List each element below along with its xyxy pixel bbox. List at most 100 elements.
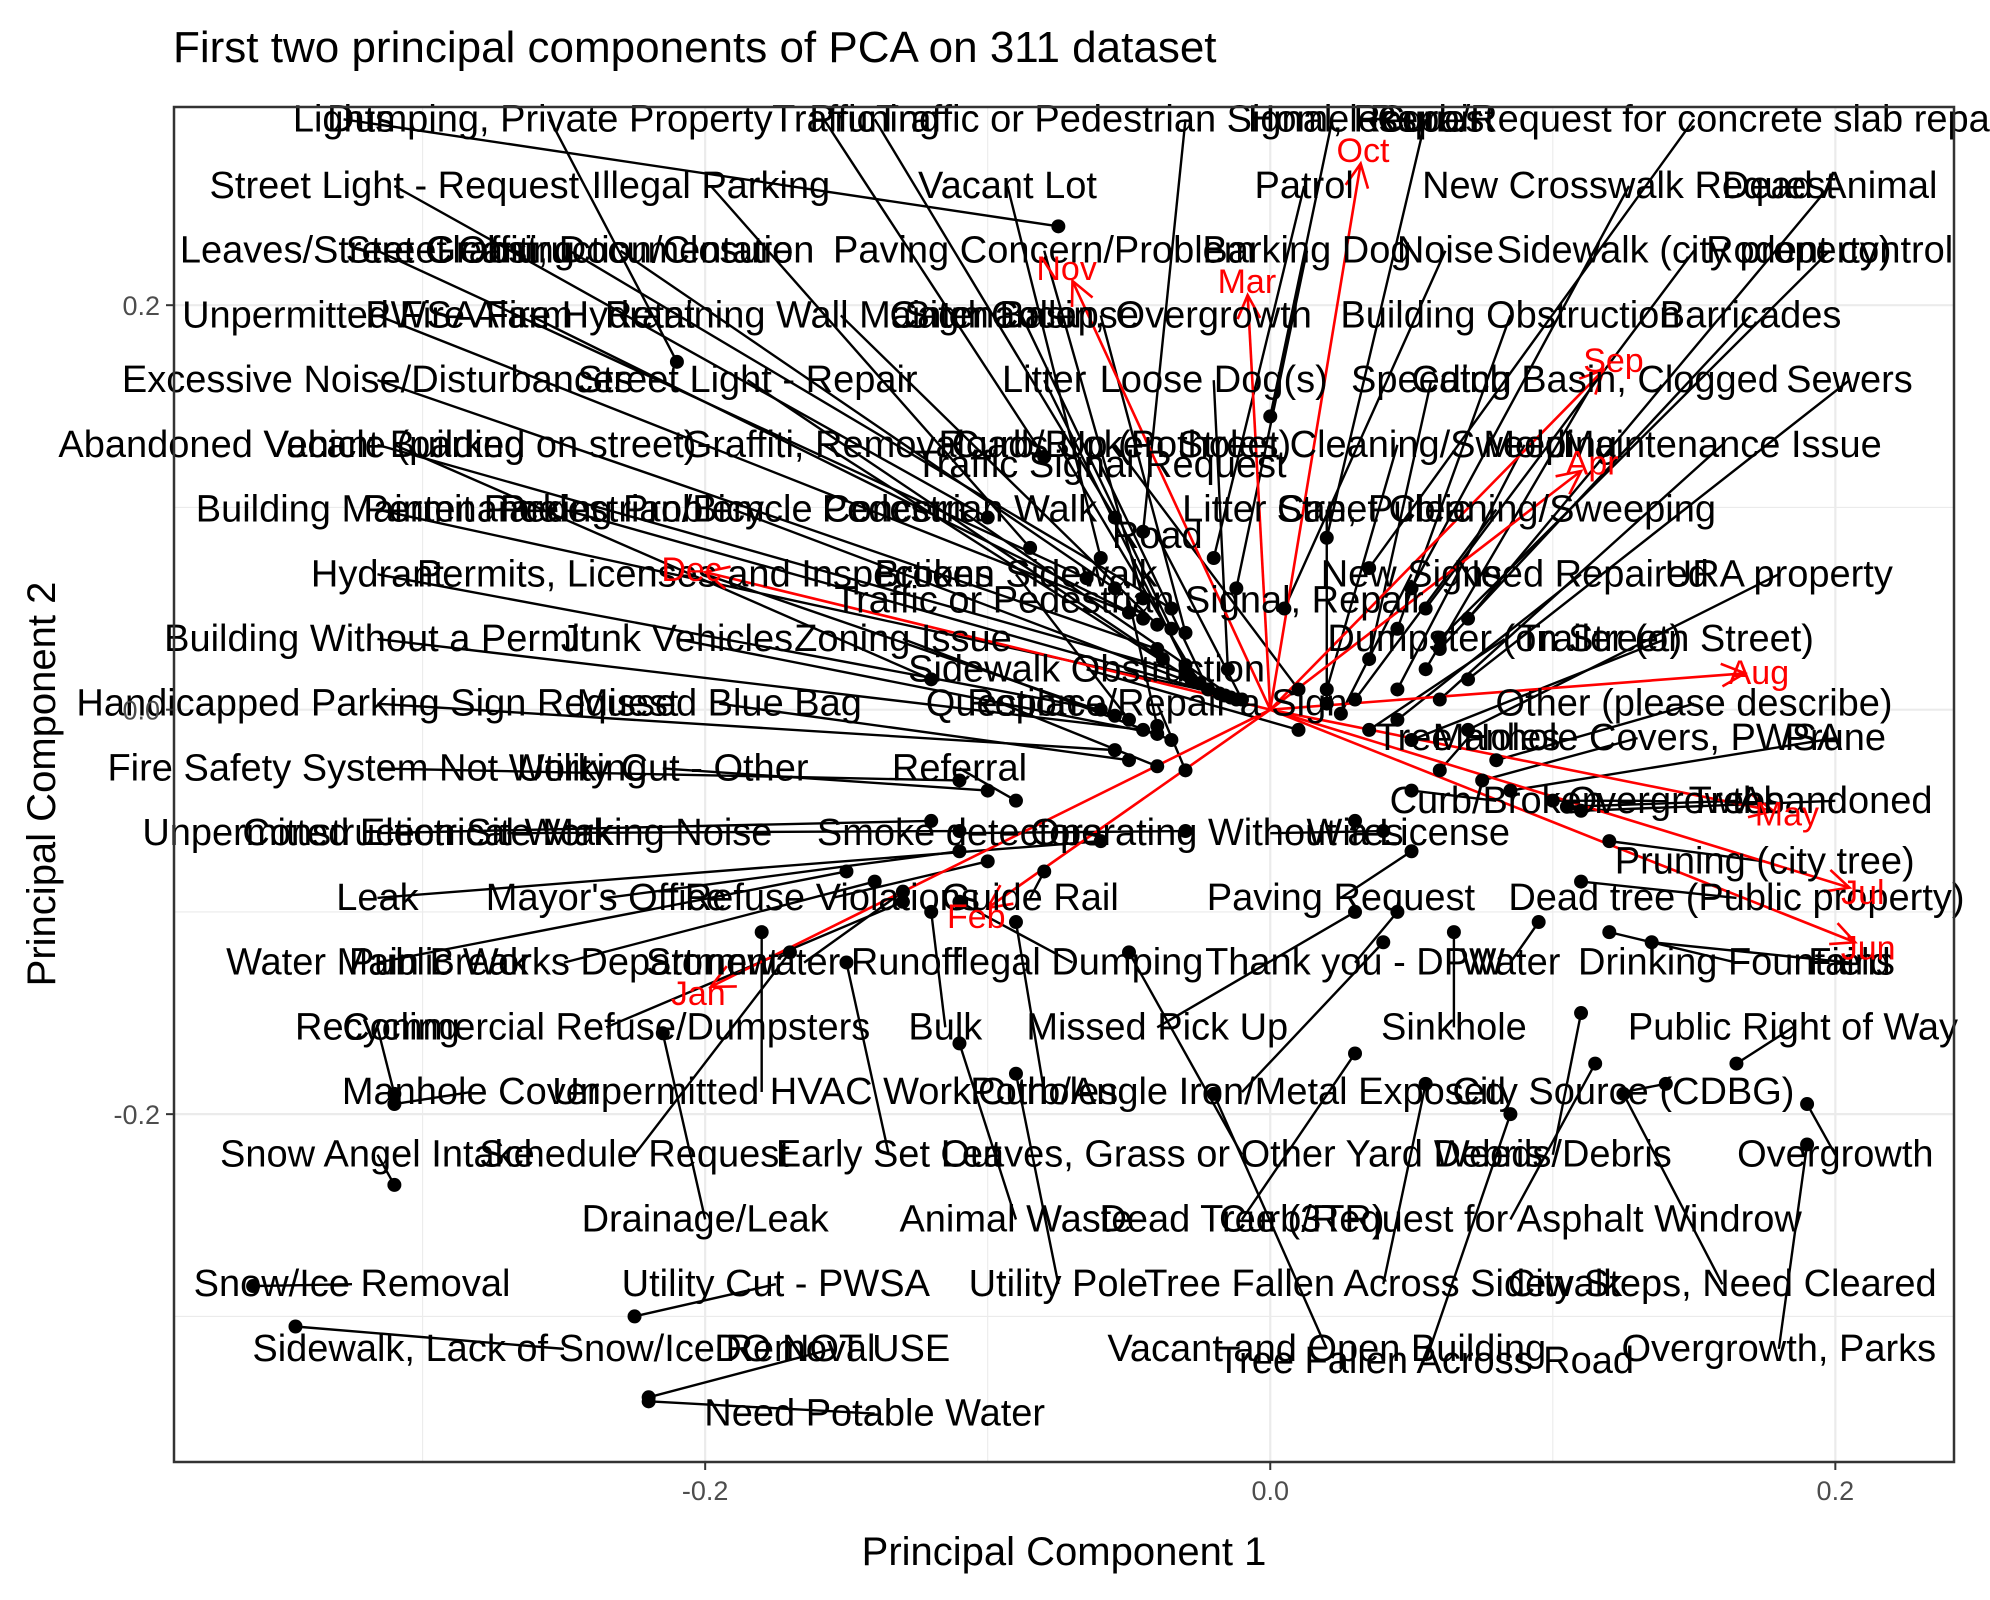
data-point <box>1201 682 1216 697</box>
label-connector <box>746 379 1164 661</box>
label-connector <box>1382 1083 1427 1285</box>
label-connector <box>1006 185 1102 559</box>
data-point <box>1404 783 1419 798</box>
point-label: Catch Basin, Clogged <box>1411 359 1779 401</box>
label-connector <box>377 443 1186 675</box>
data-point <box>641 1394 656 1409</box>
point-label: Retaining Wall Maintenance <box>605 294 1077 336</box>
data-point <box>387 1097 402 1112</box>
data-point <box>1121 753 1136 768</box>
point-label: Sidewalk Obstruction <box>908 648 1265 690</box>
label-connector <box>1424 1113 1512 1362</box>
point-label: Public Works Department <box>349 942 780 984</box>
loading-arrow <box>710 708 1271 988</box>
point-label: Traffic Signal Request <box>915 444 1287 486</box>
data-point <box>1178 625 1193 640</box>
point-label: Excessive Noise/Disturbances <box>122 359 633 401</box>
data-point <box>1432 642 1447 656</box>
label-connector <box>1438 314 1752 650</box>
data-point <box>1432 763 1447 778</box>
data-point <box>1503 783 1518 798</box>
data-point <box>1008 793 1023 808</box>
point-label: Commercial Refuse/Dumpsters <box>342 1006 870 1048</box>
point-label: Leaves, Grass or Other Yard Debris <box>941 1134 1544 1176</box>
point-label: Prune <box>1785 717 1886 759</box>
data-point <box>1319 696 1334 711</box>
point-label: Overgrowth <box>1737 1134 1933 1176</box>
data-point <box>924 672 939 687</box>
label-connector <box>394 1090 471 1106</box>
label-connector <box>1510 736 1836 792</box>
point-label: Overgrowth <box>1568 780 1764 822</box>
point-label: Loose Dog(s) <box>1100 359 1328 401</box>
y-tick-label: -0.2 <box>113 1100 160 1130</box>
data-point <box>1489 753 1504 768</box>
label-connector <box>253 1282 353 1288</box>
data-point <box>1291 722 1306 737</box>
label-connector <box>295 1325 565 1351</box>
data-point <box>1574 803 1589 818</box>
label-connector <box>1269 119 1334 417</box>
point-label: Refuse Violations <box>685 877 980 919</box>
label-connector <box>1509 1063 1597 1221</box>
point-label: Need Potable Water <box>704 1393 1045 1435</box>
data-point <box>1136 722 1151 737</box>
data-point <box>952 824 967 839</box>
grid-lines <box>174 107 1954 1462</box>
point-label: Paving Concern/Problem <box>833 230 1255 272</box>
data-point <box>1164 601 1179 616</box>
data-point <box>1588 1056 1603 1071</box>
point-label: Dumping, Private Property <box>327 98 773 140</box>
data-point <box>1319 530 1334 545</box>
data-point <box>1545 793 1560 808</box>
label-connector <box>958 900 1074 964</box>
data-point <box>924 813 939 828</box>
label-connector <box>1099 464 1210 690</box>
point-label: Smoke detectors <box>817 812 1102 854</box>
point-label: Curb/Request for concrete slab repair <box>1377 98 1990 140</box>
point-label: Construction Site Making Noise <box>242 812 772 854</box>
label-connector <box>1411 789 1497 803</box>
point-label: Graffiti, Documentation <box>426 230 814 272</box>
label-connector <box>1623 1082 1667 1094</box>
point-label: Animal Waste <box>899 1198 1132 1240</box>
label-connector <box>563 508 1226 697</box>
data-point <box>980 783 995 798</box>
point-label: Tree Fallen Across Sidewalk <box>1144 1263 1623 1305</box>
label-connector <box>1325 118 1427 539</box>
label-connector <box>1467 185 1831 620</box>
point-label: Curb/Broken <box>1390 780 1603 822</box>
data-point <box>1376 935 1391 950</box>
loading-label: Apr <box>1566 445 1619 483</box>
panel-border <box>172 105 1956 1464</box>
point-label: Missed Pick Up <box>1026 1006 1288 1048</box>
label-connector <box>377 870 847 964</box>
label-connector <box>529 314 1144 620</box>
label-connector <box>1099 315 1187 634</box>
point-label: Traffic <box>772 98 875 140</box>
loading-arrow <box>986 708 1272 909</box>
point-label: Manhole Cover <box>342 1071 600 1113</box>
point-label: Public Right of Way <box>1628 1006 1958 1048</box>
loading-arrowhead <box>1236 292 1262 320</box>
point-label: Bulk <box>908 1006 983 1048</box>
point-label: Dumpster (on Street) <box>1327 618 1682 660</box>
point-label: Drinking Fountains <box>1578 942 1895 984</box>
point-label: City Steps, Need Cleared <box>1508 1263 1937 1305</box>
point-label: Utility Pole <box>969 1263 1149 1305</box>
label-connector <box>839 314 1159 626</box>
data-point <box>952 773 967 788</box>
data-point <box>1023 540 1038 555</box>
data-point <box>1136 524 1151 539</box>
label-connector <box>376 314 1130 614</box>
data-point <box>1574 1006 1589 1021</box>
loading-arrowhead <box>1747 794 1777 819</box>
label-connector <box>377 839 1101 900</box>
label-connector <box>1467 379 1851 681</box>
point-label: Building Without a Permit <box>164 618 591 660</box>
data-point <box>1008 1066 1023 1081</box>
loading-label: Aug <box>1729 654 1790 692</box>
data-point <box>1107 743 1122 758</box>
point-label: Handicapped Parking Sign Request <box>76 683 679 725</box>
data-point <box>1051 219 1066 234</box>
